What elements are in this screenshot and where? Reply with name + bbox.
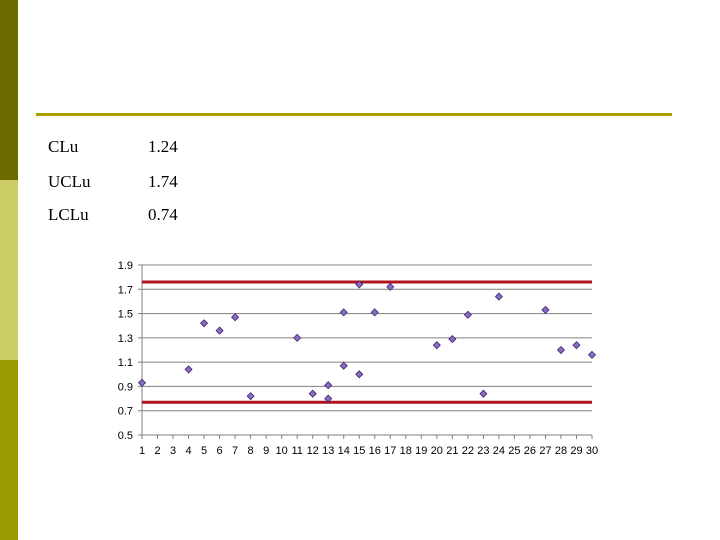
x-tick-label: 29 [570, 445, 582, 457]
data-point [432, 341, 441, 350]
side-bar-top [0, 0, 18, 180]
data-point [556, 345, 566, 355]
x-tick-label: 1 [139, 445, 145, 457]
data-point [339, 361, 348, 370]
x-tick-label: 5 [201, 445, 207, 457]
x-tick-label: 19 [415, 445, 427, 457]
stat-value: 0.74 [148, 205, 178, 224]
data-point [308, 389, 317, 398]
data-point [324, 381, 333, 390]
data-point [246, 392, 255, 401]
data-point [293, 333, 302, 342]
x-tick-label: 11 [291, 445, 302, 457]
side-bar-bottom [0, 360, 18, 540]
x-tick-label: 13 [322, 445, 334, 457]
data-point [137, 378, 147, 387]
x-tick-label: 24 [493, 445, 505, 457]
x-tick-label: 30 [586, 445, 598, 457]
x-tick-label: 9 [263, 445, 269, 457]
x-tick-label: 22 [462, 445, 474, 457]
y-tick-label: 0.9 [118, 381, 133, 393]
title-rule [36, 113, 672, 116]
x-tick-label: 26 [524, 445, 536, 457]
data-point [386, 282, 395, 291]
y-tick-label: 1.9 [118, 260, 133, 272]
x-tick-label: 10 [276, 445, 288, 457]
x-tick-label: 6 [217, 445, 223, 457]
data-point [448, 335, 457, 344]
x-tick-label: 8 [248, 445, 254, 457]
data-point [231, 313, 240, 322]
y-tick-label: 1.5 [118, 309, 133, 321]
x-tick-label: 4 [185, 445, 191, 457]
data-point [184, 365, 193, 374]
x-tick-label: 23 [477, 445, 489, 457]
data-point [572, 341, 581, 350]
stat-value: 1.24 [148, 137, 178, 156]
data-point [200, 319, 209, 328]
x-tick-label: 15 [353, 445, 365, 457]
data-point [339, 308, 348, 317]
x-tick-label: 16 [369, 445, 381, 457]
x-tick-label: 7 [232, 445, 238, 457]
y-tick-label: 1.7 [118, 284, 133, 296]
data-point [479, 389, 488, 398]
data-point [463, 310, 472, 319]
y-tick-label: 1.3 [118, 333, 133, 345]
stat-label: UCLu [48, 172, 91, 191]
stat-label: CLu [48, 137, 79, 156]
data-point [587, 350, 597, 359]
y-tick-label: 1.1 [118, 357, 133, 369]
x-tick-label: 17 [384, 445, 396, 457]
side-bar-middle [0, 180, 18, 360]
stat-value: 1.74 [148, 172, 178, 191]
y-tick-label: 0.5 [118, 430, 133, 442]
data-point [494, 292, 503, 301]
x-tick-label: 12 [307, 445, 319, 457]
data-point [355, 370, 364, 379]
data-point [324, 394, 333, 403]
x-tick-label: 25 [508, 445, 520, 457]
data-point [370, 308, 379, 317]
x-tick-label: 14 [338, 445, 350, 457]
x-tick-label: 28 [555, 445, 567, 457]
x-tick-label: 3 [170, 445, 176, 457]
y-tick-label: 0.7 [118, 406, 133, 418]
x-tick-label: 27 [539, 445, 551, 457]
data-point [541, 305, 550, 314]
stat-label: LCLu [48, 205, 89, 224]
data-point [215, 326, 224, 335]
x-tick-label: 18 [400, 445, 412, 457]
x-tick-label: 20 [431, 445, 443, 457]
data-point [355, 280, 364, 289]
x-tick-label: 2 [154, 445, 160, 457]
x-tick-label: 21 [446, 445, 458, 457]
